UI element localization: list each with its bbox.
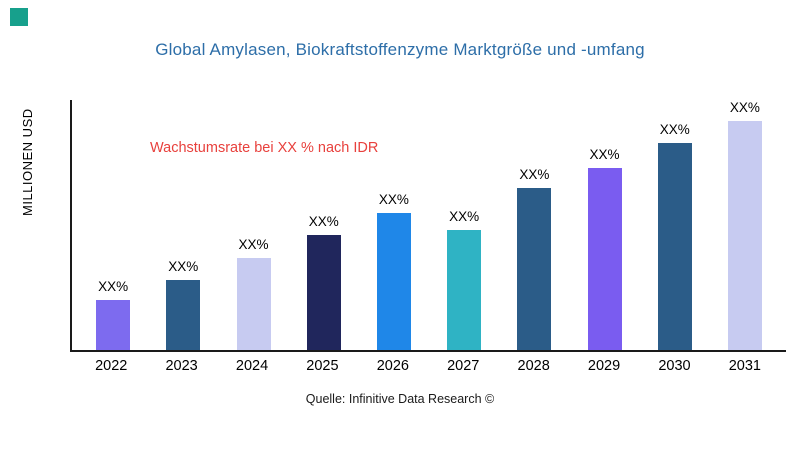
bar-value-label-2027: XX% [449,209,480,224]
bar-column-2028: XX% [499,100,569,350]
bar-2029 [587,167,622,350]
bar-column-2025: XX% [289,100,359,350]
bar-column-2026: XX% [359,100,429,350]
bar-value-label-2026: XX% [378,191,409,207]
x-tick-2022: 2022 [95,358,128,374]
bar-value-label-2030: XX% [659,121,690,137]
x-tick-2030: 2030 [658,358,691,374]
brand-logo-square [10,8,28,26]
bar-value-label-2028: XX% [519,166,550,182]
bar-column-2030: XX% [640,100,710,350]
x-tick-2026: 2026 [376,358,409,374]
x-tick-2023: 2023 [165,358,198,374]
bar-column-2023: XX% [148,100,218,350]
x-axis-ticks: 2022 2023 2024 2025 2026 2027 2028 2029 2030 2031 [70,358,786,374]
bar-value-label-2023: XX% [168,259,199,274]
x-tick-2027: 2027 [447,358,480,374]
bar-value-label-2024: XX% [238,236,269,252]
bar-2028 [517,187,552,350]
bar-column-2022: XX% [78,100,148,350]
bar-2022 [96,300,131,350]
bar-column-2029: XX% [569,100,639,350]
bar-2024 [236,257,271,350]
bar-2026 [376,212,411,350]
bar-2025 [306,235,341,350]
chart-title: Global Amylasen, Biokraftstoffenzyme Mar… [155,40,645,59]
x-tick-2028: 2028 [517,358,550,374]
bar-2027 [447,230,482,350]
x-tick-2025: 2025 [306,358,339,374]
source-text: Quelle: Infinitive Data Research © [305,392,495,406]
bar-2023 [166,280,201,350]
bar-column-2027: XX% [429,100,499,350]
x-tick-2029: 2029 [587,358,621,374]
bar-column-2031: XX% [710,100,780,350]
y-axis-label: MILLIONEN USD [20,108,35,216]
bar-value-label-2029: XX% [589,146,620,162]
x-tick-2024: 2024 [235,358,269,374]
bars-container: XX% XX% XX% XX% XX% XX% XX% XX% XX% XX% [72,100,786,350]
bar-2031 [727,121,762,350]
bar-value-label-2025: XX% [308,214,339,229]
bar-2030 [657,142,692,350]
bar-value-label-2022: XX% [98,279,129,294]
bar-value-label-2031: XX% [729,100,760,115]
plot-area: XX% XX% XX% XX% XX% XX% XX% XX% XX% XX% [70,100,786,352]
growth-rate-annotation: Wachstumsrate bei XX % nach IDR [150,140,379,156]
x-tick-2031: 2031 [728,358,761,374]
bar-column-2024: XX% [218,100,288,350]
